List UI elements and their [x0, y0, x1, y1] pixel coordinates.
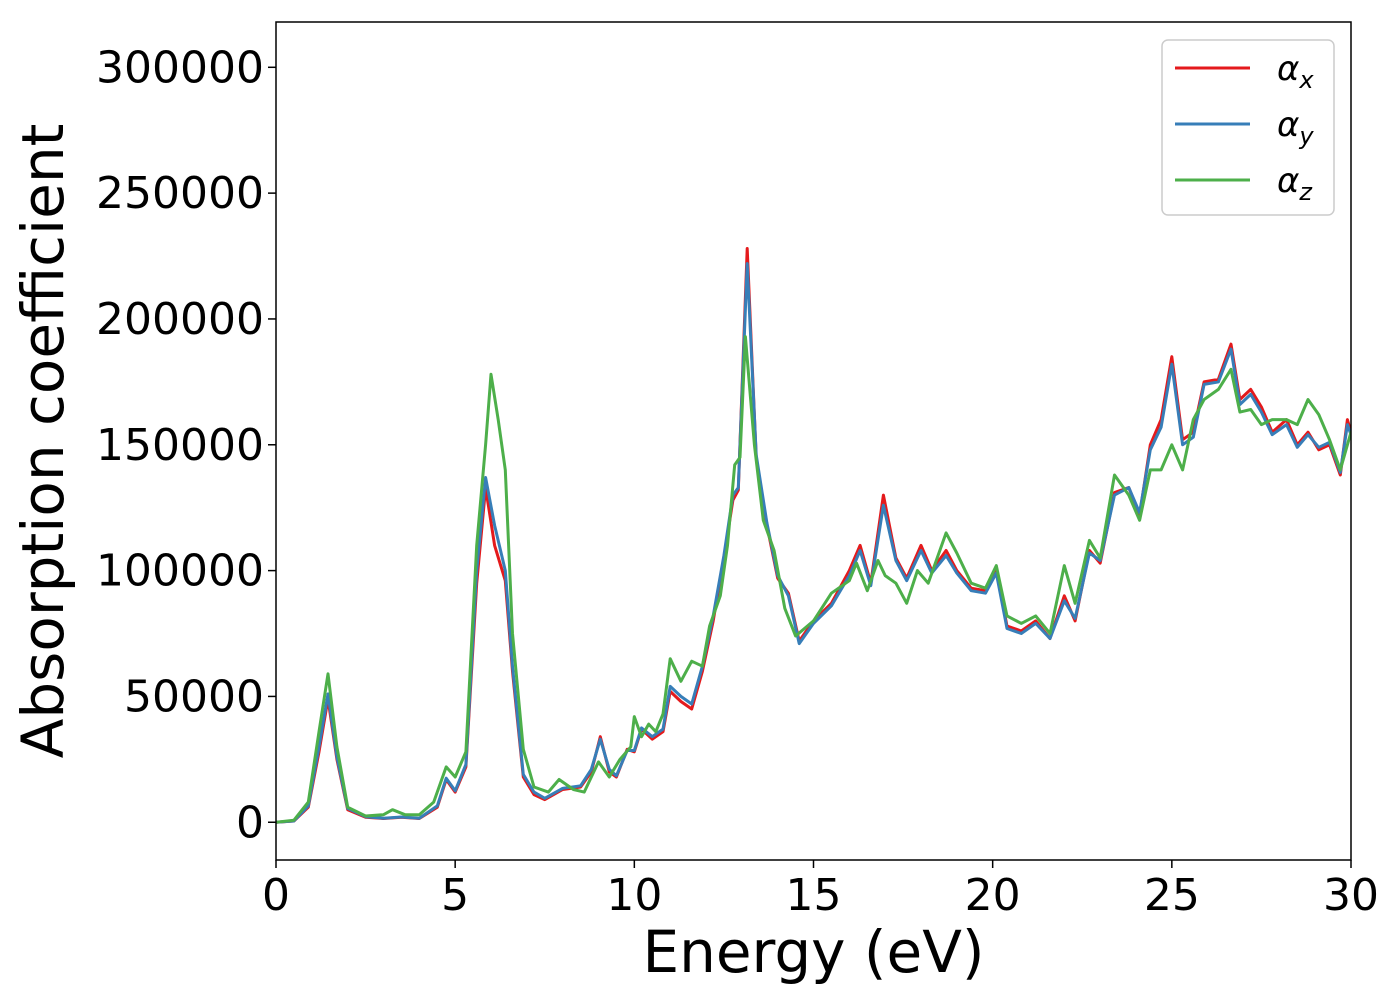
x-axis-label: Energy (eV)	[642, 918, 984, 986]
x-tick-label: 15	[786, 870, 842, 921]
x-tick-label: 20	[965, 870, 1021, 921]
legend-label-z: αz	[1277, 161, 1313, 206]
x-tick-label: 10	[606, 870, 662, 921]
y-tick-label: 50000	[124, 671, 264, 722]
legend-label-x: αx	[1277, 49, 1314, 94]
x-tick-label: 0	[262, 870, 290, 921]
series-layer	[276, 247, 1351, 824]
series-line-z	[276, 335, 1351, 824]
y-axis-label: Absorption coefficient	[9, 124, 77, 759]
y-tick-label: 100000	[96, 546, 264, 597]
y-tick-label: 300000	[96, 42, 264, 93]
x-tick-label: 5	[441, 870, 469, 921]
x-tick-label: 25	[1144, 870, 1200, 921]
y-tick-label: 0	[236, 797, 264, 848]
y-tick-label: 200000	[96, 294, 264, 345]
legend-box	[1161, 39, 1335, 216]
y-tick-label: 250000	[96, 168, 264, 219]
x-tick-label: 30	[1323, 870, 1379, 921]
ticks-layer: 0 5 10 15 20 25 30 0 50000 100000 150000 200000 2500…	[96, 42, 1379, 921]
y-tick-label: 150000	[96, 420, 264, 471]
legend: αx αy αz	[1161, 39, 1335, 216]
legend-label-y: αy	[1277, 105, 1314, 150]
